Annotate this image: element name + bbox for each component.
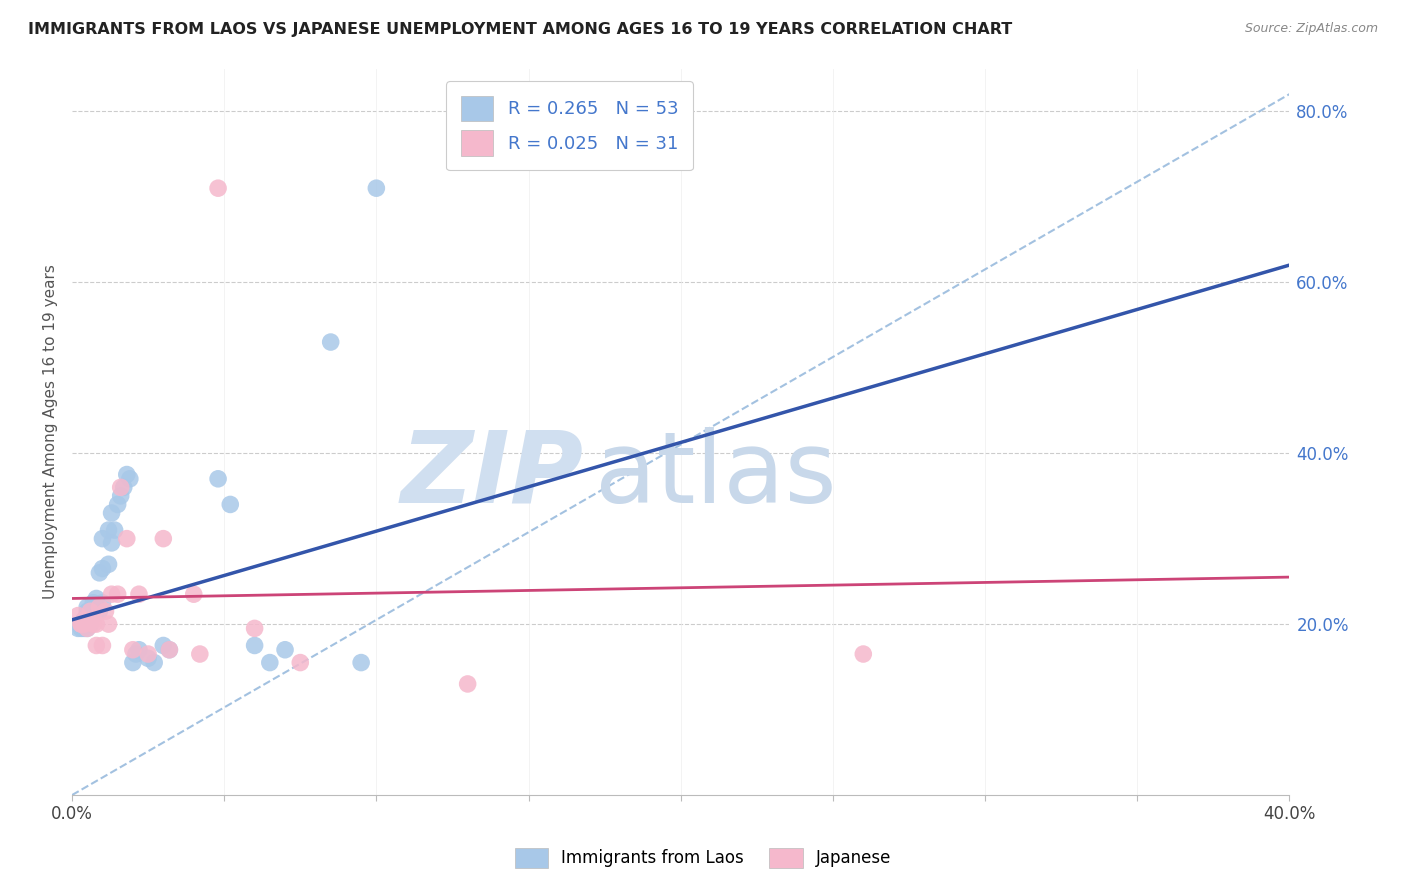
Point: [79, 604, 101, 618]
Point: [70, 621, 93, 635]
Point: [243, 621, 266, 635]
Y-axis label: Unemployment Among Ages 16 to 19 years: Unemployment Among Ages 16 to 19 years: [44, 264, 58, 599]
Point: [274, 642, 297, 657]
Point: [67, 608, 90, 623]
Point: [136, 651, 159, 665]
Text: ZIP: ZIP: [401, 427, 583, 524]
Point: [110, 480, 132, 494]
Point: [89, 604, 111, 618]
Point: [122, 656, 145, 670]
Point: [86, 604, 108, 618]
Point: [207, 181, 229, 195]
Point: [100, 506, 122, 520]
Point: [97, 558, 120, 572]
Point: [118, 472, 141, 486]
Point: [91, 561, 114, 575]
Point: [73, 621, 96, 635]
Point: [219, 498, 242, 512]
Point: [76, 608, 98, 623]
Point: [128, 587, 150, 601]
Point: [143, 656, 166, 670]
Point: [86, 617, 108, 632]
Text: Source: ZipAtlas.com: Source: ZipAtlas.com: [1244, 22, 1378, 36]
Point: [125, 647, 148, 661]
Point: [112, 480, 135, 494]
Point: [76, 617, 98, 632]
Point: [70, 617, 93, 632]
Point: [82, 608, 104, 623]
Point: [110, 489, 132, 503]
Point: [852, 647, 875, 661]
Point: [73, 617, 96, 632]
Point: [91, 596, 114, 610]
Point: [82, 617, 104, 632]
Point: [89, 566, 111, 580]
Point: [97, 617, 120, 632]
Point: [70, 617, 93, 632]
Point: [136, 647, 159, 661]
Point: [91, 639, 114, 653]
Legend: R = 0.265   N = 53, R = 0.025   N = 31: R = 0.265 N = 53, R = 0.025 N = 31: [446, 81, 693, 170]
Point: [76, 613, 98, 627]
Point: [82, 604, 104, 618]
Point: [157, 642, 180, 657]
Point: [97, 523, 120, 537]
Point: [73, 613, 96, 627]
Point: [319, 334, 342, 349]
Point: [82, 613, 104, 627]
Point: [76, 604, 98, 618]
Point: [73, 613, 96, 627]
Point: [86, 591, 108, 606]
Point: [89, 600, 111, 615]
Point: [366, 181, 388, 195]
Point: [183, 587, 205, 601]
Point: [457, 677, 479, 691]
Point: [76, 600, 98, 615]
Point: [290, 656, 312, 670]
Point: [100, 536, 122, 550]
Point: [157, 642, 180, 657]
Point: [79, 617, 101, 632]
Point: [259, 656, 281, 670]
Point: [350, 656, 373, 670]
Point: [188, 647, 211, 661]
Point: [107, 498, 129, 512]
Point: [107, 587, 129, 601]
Point: [76, 621, 98, 635]
Point: [86, 639, 108, 653]
Point: [152, 532, 174, 546]
Point: [100, 587, 122, 601]
Point: [73, 617, 96, 632]
Point: [82, 596, 104, 610]
Point: [76, 617, 98, 632]
Text: atlas: atlas: [596, 427, 837, 524]
Text: IMMIGRANTS FROM LAOS VS JAPANESE UNEMPLOYMENT AMONG AGES 16 TO 19 YEARS CORRELAT: IMMIGRANTS FROM LAOS VS JAPANESE UNEMPLO…: [28, 22, 1012, 37]
Point: [91, 532, 114, 546]
Point: [76, 621, 98, 635]
Point: [152, 639, 174, 653]
Point: [73, 617, 96, 632]
Point: [128, 642, 150, 657]
Point: [79, 604, 101, 618]
Point: [243, 639, 266, 653]
Point: [86, 600, 108, 615]
Point: [115, 532, 138, 546]
Point: [70, 617, 93, 632]
Point: [104, 523, 127, 537]
Point: [73, 617, 96, 632]
Point: [94, 604, 117, 618]
Point: [67, 621, 90, 635]
Point: [207, 472, 229, 486]
Legend: Immigrants from Laos, Japanese: Immigrants from Laos, Japanese: [508, 841, 898, 875]
Point: [122, 642, 145, 657]
Point: [115, 467, 138, 482]
